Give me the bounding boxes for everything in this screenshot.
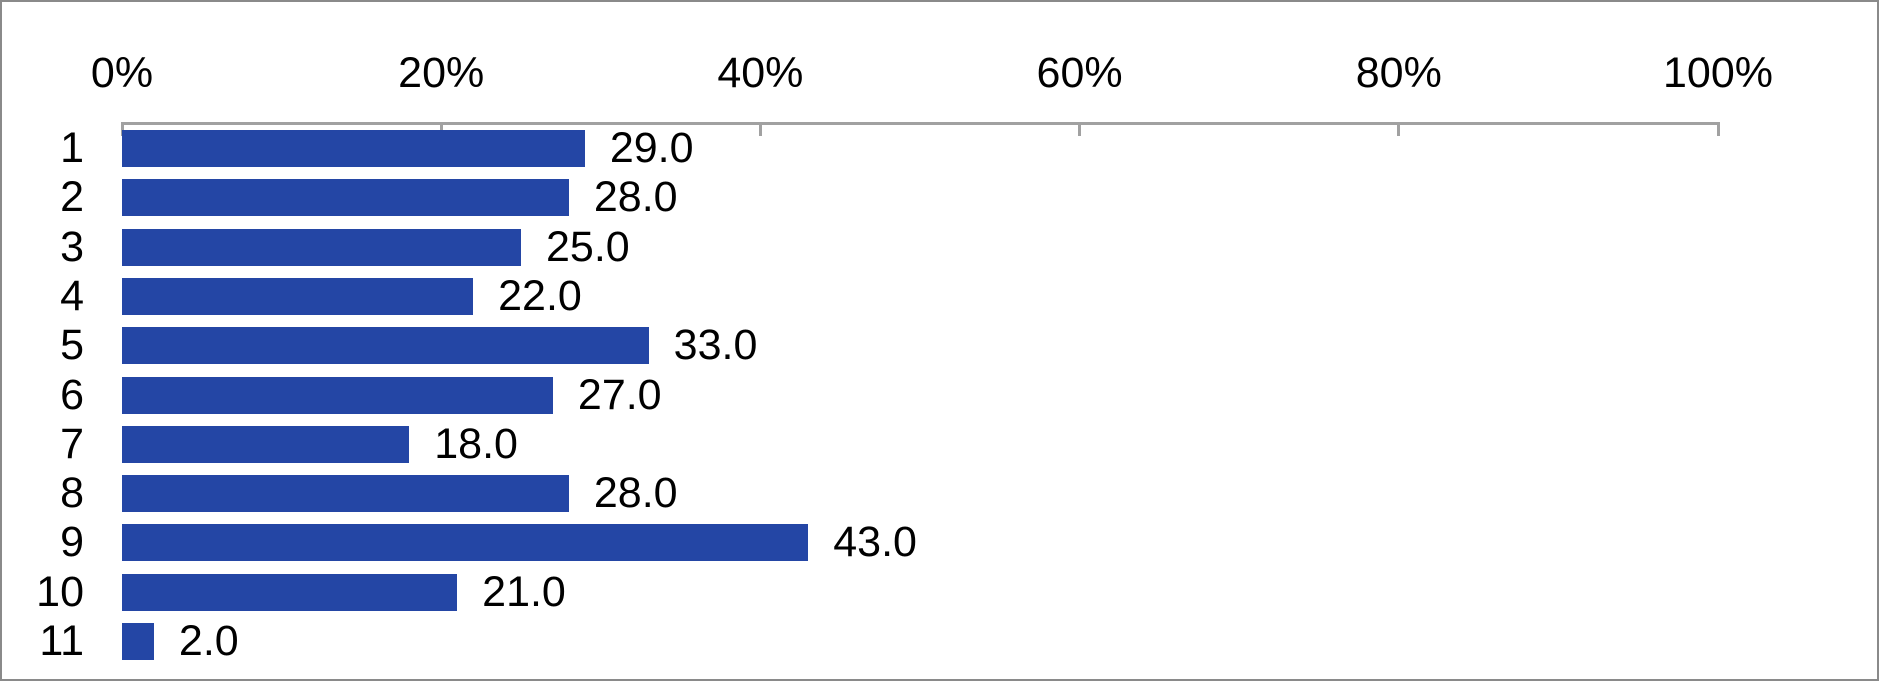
category-label: 1: [60, 124, 84, 172]
bar: [122, 327, 649, 365]
category-label: 10: [36, 567, 84, 616]
x-axis-tick: [758, 122, 762, 136]
bar: [122, 277, 474, 315]
x-axis-tick-label: 0%: [90, 49, 154, 97]
x-axis-tick-label: 40%: [717, 49, 804, 97]
category-label: 7: [60, 419, 84, 468]
value-label: 18.0: [434, 419, 518, 468]
x-axis-tick: [439, 122, 443, 136]
bar: [122, 228, 521, 266]
x-axis-tick-label: 20%: [398, 49, 485, 97]
bar: [122, 573, 458, 611]
value-label: 43.0: [833, 518, 917, 567]
value-label: 28.0: [593, 173, 678, 222]
bar: [122, 179, 569, 217]
category-label: 9: [60, 518, 84, 567]
value-label: 21.0: [482, 567, 566, 616]
x-axis-tick-label: 100%: [1663, 49, 1773, 97]
category-label: 11: [39, 617, 84, 665]
bar: [122, 623, 154, 660]
bar: [122, 524, 809, 562]
x-axis-tick: [1397, 122, 1401, 136]
bar: [122, 425, 410, 463]
x-axis-line: [122, 122, 1718, 125]
value-label: 29.0: [609, 124, 694, 172]
value-label: 2.0: [178, 617, 239, 665]
category-label: 8: [60, 469, 84, 518]
bar: [122, 130, 585, 167]
category-label: 4: [60, 271, 84, 320]
value-label: 22.0: [498, 271, 582, 320]
category-label: 3: [60, 222, 84, 271]
category-label: 5: [60, 321, 84, 370]
x-axis-tick: [1078, 122, 1082, 136]
category-label: 6: [60, 370, 84, 419]
value-label: 25.0: [546, 222, 630, 271]
x-axis-tick-label: 60%: [1036, 49, 1123, 97]
bar: [122, 376, 553, 414]
x-axis-tick: [1716, 122, 1720, 136]
value-label: 28.0: [593, 469, 678, 518]
value-label: 27.0: [577, 370, 662, 419]
bar: [122, 475, 569, 513]
category-label: 2: [60, 173, 84, 222]
x-axis-tick-label: 80%: [1355, 49, 1442, 97]
value-label: 33.0: [673, 321, 758, 370]
x-axis-tick: [120, 122, 124, 136]
